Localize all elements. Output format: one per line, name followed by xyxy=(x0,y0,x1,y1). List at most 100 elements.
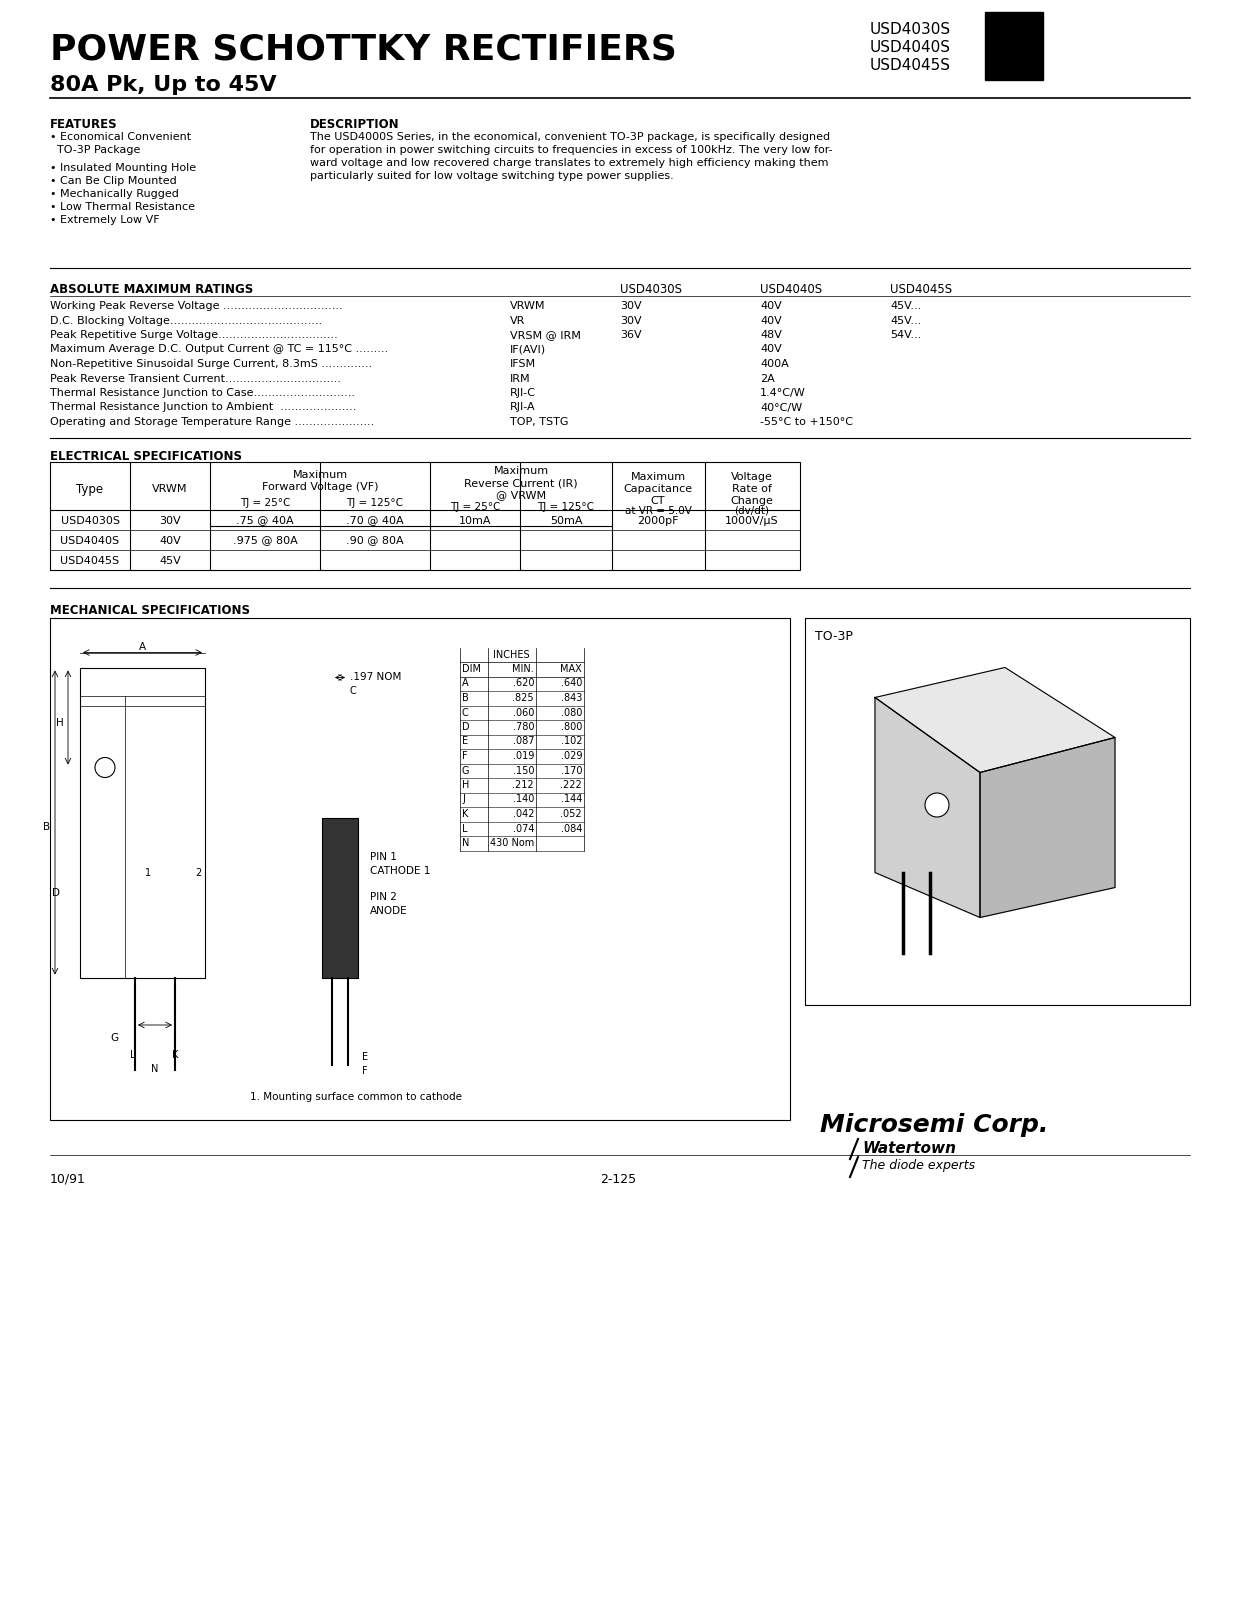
Text: .90 @ 80A: .90 @ 80A xyxy=(346,536,403,546)
Text: 2: 2 xyxy=(195,867,202,877)
Text: MECHANICAL SPECIFICATIONS: MECHANICAL SPECIFICATIONS xyxy=(49,603,250,616)
Text: J: J xyxy=(461,795,465,805)
Text: Watertown: Watertown xyxy=(862,1141,956,1155)
Text: 1.4°C/W: 1.4°C/W xyxy=(760,387,805,398)
Text: .170: .170 xyxy=(560,765,581,776)
Text: 2: 2 xyxy=(1003,27,1024,56)
Text: .042: .042 xyxy=(512,810,534,819)
Text: 1: 1 xyxy=(145,867,151,877)
Text: ABSOLUTE MAXIMUM RATINGS: ABSOLUTE MAXIMUM RATINGS xyxy=(49,283,254,296)
Text: 36V: 36V xyxy=(620,330,642,341)
Text: USD4040S: USD4040S xyxy=(760,283,823,296)
Text: IF(AVI): IF(AVI) xyxy=(510,344,546,355)
Text: USD4045S: USD4045S xyxy=(61,555,120,565)
Text: Change: Change xyxy=(731,496,773,506)
Text: .197 NOM: .197 NOM xyxy=(350,672,401,683)
Bar xyxy=(322,818,357,978)
Text: Peak Reverse Transient Current................................: Peak Reverse Transient Current..........… xyxy=(49,373,341,384)
Text: 1000V/µS: 1000V/µS xyxy=(725,515,779,525)
Text: 10mA: 10mA xyxy=(459,515,491,525)
Text: MAX: MAX xyxy=(560,664,581,674)
Text: ANODE: ANODE xyxy=(370,906,408,915)
Text: RJI-A: RJI-A xyxy=(510,403,536,413)
Text: 40V: 40V xyxy=(160,536,181,546)
Text: Thermal Resistance Junction to Ambient  .....................: Thermal Resistance Junction to Ambient .… xyxy=(49,403,356,413)
Text: -55°C to +150°C: -55°C to +150°C xyxy=(760,418,854,427)
Text: F: F xyxy=(461,750,468,762)
Text: B: B xyxy=(461,693,469,702)
Text: ward voltage and low recovered charge translates to extremely high efficiency ma: ward voltage and low recovered charge tr… xyxy=(310,158,829,168)
Polygon shape xyxy=(875,698,980,917)
Text: at VR = 5.0V: at VR = 5.0V xyxy=(625,506,691,515)
Text: 50mA: 50mA xyxy=(549,515,583,525)
Text: L: L xyxy=(461,824,468,834)
Text: particularly suited for low voltage switching type power supplies.: particularly suited for low voltage swit… xyxy=(310,171,674,181)
Text: 2-125: 2-125 xyxy=(600,1173,636,1186)
Text: A: A xyxy=(461,678,469,688)
Text: .102: .102 xyxy=(560,736,581,747)
Text: VRWM: VRWM xyxy=(152,483,188,493)
Text: • Mechanically Rugged: • Mechanically Rugged xyxy=(49,189,179,198)
Text: Maximum: Maximum xyxy=(631,472,685,482)
Text: USD4030S: USD4030S xyxy=(620,283,682,296)
Text: 40V: 40V xyxy=(760,301,782,310)
Text: CATHODE 1: CATHODE 1 xyxy=(370,866,430,875)
Text: .430 Nom: .430 Nom xyxy=(486,838,534,848)
Text: 48V: 48V xyxy=(760,330,782,341)
Text: TJ = 125°C: TJ = 125°C xyxy=(538,502,595,512)
Text: 45V...: 45V... xyxy=(889,301,922,310)
Text: .620: .620 xyxy=(512,678,534,688)
Text: Reverse Current (IR): Reverse Current (IR) xyxy=(464,478,578,488)
Text: N: N xyxy=(461,838,469,848)
Text: (dv/dt): (dv/dt) xyxy=(735,506,769,515)
Text: 30V: 30V xyxy=(160,515,181,525)
Text: Forward Voltage (VF): Forward Voltage (VF) xyxy=(262,482,379,491)
Text: L: L xyxy=(130,1050,136,1059)
Text: .029: .029 xyxy=(560,750,581,762)
Bar xyxy=(985,11,1043,80)
Text: .222: .222 xyxy=(560,781,581,790)
Text: The diode experts: The diode experts xyxy=(862,1158,975,1171)
Text: 54V...: 54V... xyxy=(889,330,922,341)
Text: TJ = 25°C: TJ = 25°C xyxy=(450,502,500,512)
Text: .843: .843 xyxy=(560,693,581,702)
Text: F: F xyxy=(362,1066,367,1075)
Text: 45V...: 45V... xyxy=(889,315,922,325)
Text: USD4030S: USD4030S xyxy=(61,515,120,525)
Text: • Can Be Clip Mounted: • Can Be Clip Mounted xyxy=(49,176,177,186)
Text: TJ = 125°C: TJ = 125°C xyxy=(346,498,403,507)
Bar xyxy=(49,618,790,1120)
Text: • Low Thermal Resistance: • Low Thermal Resistance xyxy=(49,202,195,211)
Text: C: C xyxy=(350,686,356,696)
Text: Capacitance: Capacitance xyxy=(623,483,693,493)
Text: • Economical Convenient: • Economical Convenient xyxy=(49,133,192,142)
Text: IRM: IRM xyxy=(510,373,531,384)
Text: RJI-C: RJI-C xyxy=(510,387,536,398)
Text: H: H xyxy=(56,717,64,728)
Text: USD4040S: USD4040S xyxy=(61,536,120,546)
Text: TO-3P: TO-3P xyxy=(815,629,852,643)
Bar xyxy=(80,667,205,978)
Text: .825: .825 xyxy=(512,693,534,702)
Text: USD4045S: USD4045S xyxy=(889,283,952,296)
Text: ELECTRICAL SPECIFICATIONS: ELECTRICAL SPECIFICATIONS xyxy=(49,450,242,462)
Text: .087: .087 xyxy=(512,736,534,747)
Text: .144: .144 xyxy=(560,795,581,805)
Text: .060: .060 xyxy=(512,707,534,717)
Circle shape xyxy=(95,757,115,778)
Text: Maximum: Maximum xyxy=(292,469,348,480)
Text: 30V: 30V xyxy=(620,315,642,325)
Text: .019: .019 xyxy=(512,750,534,762)
Text: USD4040S: USD4040S xyxy=(870,40,951,54)
Text: FEATURES: FEATURES xyxy=(49,118,118,131)
Text: DESCRIPTION: DESCRIPTION xyxy=(310,118,400,131)
Text: .75 @ 40A: .75 @ 40A xyxy=(236,515,294,525)
Text: .212: .212 xyxy=(512,781,534,790)
Text: 2A: 2A xyxy=(760,373,774,384)
Text: 45V: 45V xyxy=(160,555,181,565)
Text: 40V: 40V xyxy=(760,344,782,355)
Text: B: B xyxy=(43,822,51,832)
Text: .70 @ 40A: .70 @ 40A xyxy=(346,515,403,525)
Text: E: E xyxy=(461,736,468,747)
Text: for operation in power switching circuits to frequencies in excess of 100kHz. Th: for operation in power switching circuit… xyxy=(310,146,833,155)
